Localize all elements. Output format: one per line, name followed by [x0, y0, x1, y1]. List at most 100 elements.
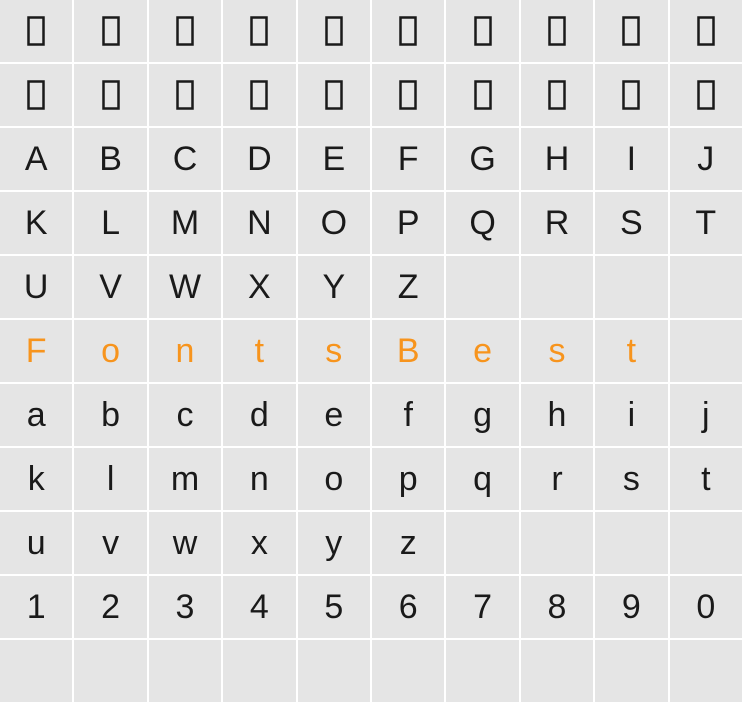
glyph-cell: i — [595, 384, 667, 446]
glyph-cell: I — [595, 128, 667, 190]
glyph-cell — [521, 512, 593, 574]
glyph-label: B — [397, 332, 420, 371]
glyph-label: r — [551, 460, 562, 499]
glyph-label: s — [325, 332, 342, 371]
glyph-label: H — [545, 140, 570, 179]
glyph-cell — [670, 512, 742, 574]
glyph-cell — [670, 64, 742, 126]
glyph-label: w — [173, 524, 198, 563]
notdef-icon — [176, 80, 194, 110]
glyph-cell: n — [149, 320, 221, 382]
glyph-cell — [0, 0, 72, 62]
glyph-label: t — [627, 332, 636, 371]
glyph-label: x — [251, 524, 268, 563]
glyph-label: m — [171, 460, 199, 499]
glyph-label: h — [548, 396, 567, 435]
glyph-label: Y — [322, 268, 345, 307]
glyph-cell: o — [298, 448, 370, 510]
glyph-cell — [521, 64, 593, 126]
glyph-label: N — [247, 204, 272, 243]
glyph-label: q — [473, 460, 492, 499]
glyph-cell: E — [298, 128, 370, 190]
glyph-cell: S — [595, 192, 667, 254]
glyph-label: D — [247, 140, 272, 179]
notdef-icon — [250, 80, 268, 110]
glyph-cell — [595, 256, 667, 318]
glyph-label: P — [397, 204, 420, 243]
glyph-cell: s — [521, 320, 593, 382]
glyph-label: n — [176, 332, 195, 371]
glyph-label: o — [101, 332, 120, 371]
glyph-cell: 1 — [0, 576, 72, 638]
glyph-cell: K — [0, 192, 72, 254]
glyph-cell: U — [0, 256, 72, 318]
glyph-cell — [74, 64, 146, 126]
glyph-cell: m — [149, 448, 221, 510]
glyph-cell — [298, 64, 370, 126]
glyph-cell: v — [74, 512, 146, 574]
glyph-cell: C — [149, 128, 221, 190]
glyph-label: 7 — [473, 588, 492, 627]
glyph-cell: s — [595, 448, 667, 510]
glyph-label: 1 — [27, 588, 46, 627]
notdef-icon — [176, 16, 194, 46]
glyph-label: M — [171, 204, 199, 243]
glyph-cell — [446, 640, 518, 702]
glyph-cell: c — [149, 384, 221, 446]
glyph-cell: y — [298, 512, 370, 574]
glyph-label: A — [25, 140, 48, 179]
glyph-cell: M — [149, 192, 221, 254]
glyph-label: 3 — [176, 588, 195, 627]
glyph-label: 2 — [101, 588, 120, 627]
glyph-cell: 0 — [670, 576, 742, 638]
glyph-cell: N — [223, 192, 295, 254]
glyph-label: t — [701, 460, 710, 499]
glyph-label: Z — [398, 268, 419, 307]
glyph-label: I — [627, 140, 636, 179]
glyph-cell — [670, 256, 742, 318]
glyph-cell: F — [0, 320, 72, 382]
glyph-cell: G — [446, 128, 518, 190]
glyph-cell: X — [223, 256, 295, 318]
glyph-grid: ABCDEFGHIJKLMNOPQRSTUVWXYZFontsBestabcde… — [0, 0, 742, 702]
glyph-cell — [298, 640, 370, 702]
notdef-icon — [399, 80, 417, 110]
glyph-label: R — [545, 204, 570, 243]
glyph-cell: e — [446, 320, 518, 382]
glyph-cell: 4 — [223, 576, 295, 638]
glyph-cell — [446, 512, 518, 574]
glyph-cell — [149, 640, 221, 702]
notdef-icon — [548, 80, 566, 110]
glyph-cell — [372, 64, 444, 126]
glyph-label: c — [176, 396, 193, 435]
notdef-icon — [27, 16, 45, 46]
glyph-label: 0 — [696, 588, 715, 627]
glyph-cell — [446, 256, 518, 318]
glyph-cell: V — [74, 256, 146, 318]
glyph-cell: h — [521, 384, 593, 446]
glyph-label: g — [473, 396, 492, 435]
glyph-cell — [521, 0, 593, 62]
glyph-label: S — [620, 204, 643, 243]
notdef-icon — [27, 80, 45, 110]
glyph-cell: B — [372, 320, 444, 382]
notdef-icon — [399, 16, 417, 46]
glyph-label: i — [628, 396, 636, 435]
glyph-label: a — [27, 396, 46, 435]
glyph-cell: o — [74, 320, 146, 382]
glyph-cell: b — [74, 384, 146, 446]
notdef-icon — [474, 80, 492, 110]
glyph-cell: q — [446, 448, 518, 510]
notdef-icon — [102, 16, 120, 46]
glyph-cell: A — [0, 128, 72, 190]
glyph-cell: e — [298, 384, 370, 446]
glyph-cell — [223, 0, 295, 62]
glyph-cell — [298, 0, 370, 62]
glyph-label: F — [26, 332, 47, 371]
glyph-cell: s — [298, 320, 370, 382]
glyph-label: 5 — [324, 588, 343, 627]
notdef-icon — [697, 80, 715, 110]
glyph-label: F — [398, 140, 419, 179]
notdef-icon — [325, 16, 343, 46]
glyph-cell: 2 — [74, 576, 146, 638]
